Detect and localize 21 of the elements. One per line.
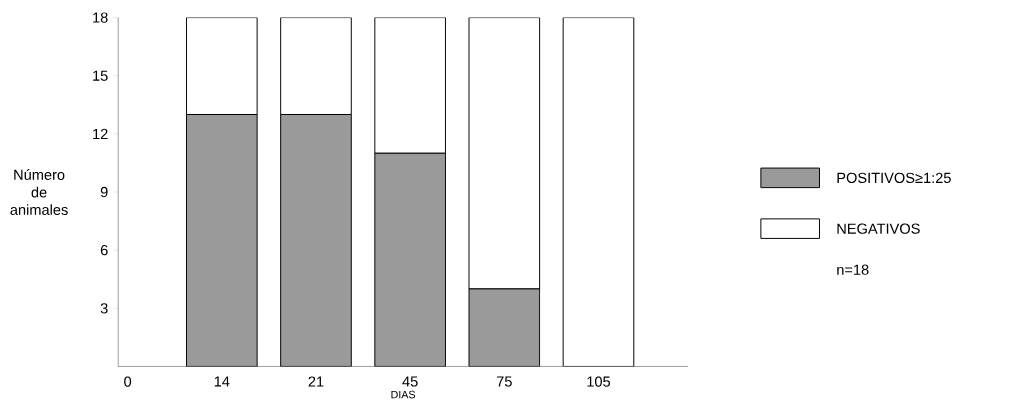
x-tick-label: 21 <box>308 376 324 387</box>
y-tick-label: 3 <box>100 302 108 314</box>
text: NEGATIVOS <box>837 223 920 234</box>
x-tick-label: 45 <box>402 376 418 387</box>
y-tick-label: 15 <box>93 70 108 81</box>
bar <box>374 152 446 367</box>
x-tick-label: 105 <box>587 376 611 387</box>
x-tick-label: 75 <box>496 376 512 387</box>
bar <box>468 288 541 367</box>
x-axis-title: DIAS <box>391 390 416 399</box>
bar <box>186 113 258 367</box>
legend-label: POSITIVOS≥1:25 <box>837 172 951 183</box>
y-tick-label: 9 <box>100 186 108 197</box>
y-tick-label: 12 <box>93 128 108 139</box>
y-tick-label: 6 <box>100 244 108 256</box>
x-tick-label: 14 <box>214 376 230 387</box>
x-tick-label: 0 <box>124 376 132 387</box>
bar <box>280 113 352 367</box>
y-tick-label: 18 <box>93 12 108 23</box>
text: n=18 <box>837 264 869 275</box>
y-axis-title: Número de animales <box>10 168 68 215</box>
